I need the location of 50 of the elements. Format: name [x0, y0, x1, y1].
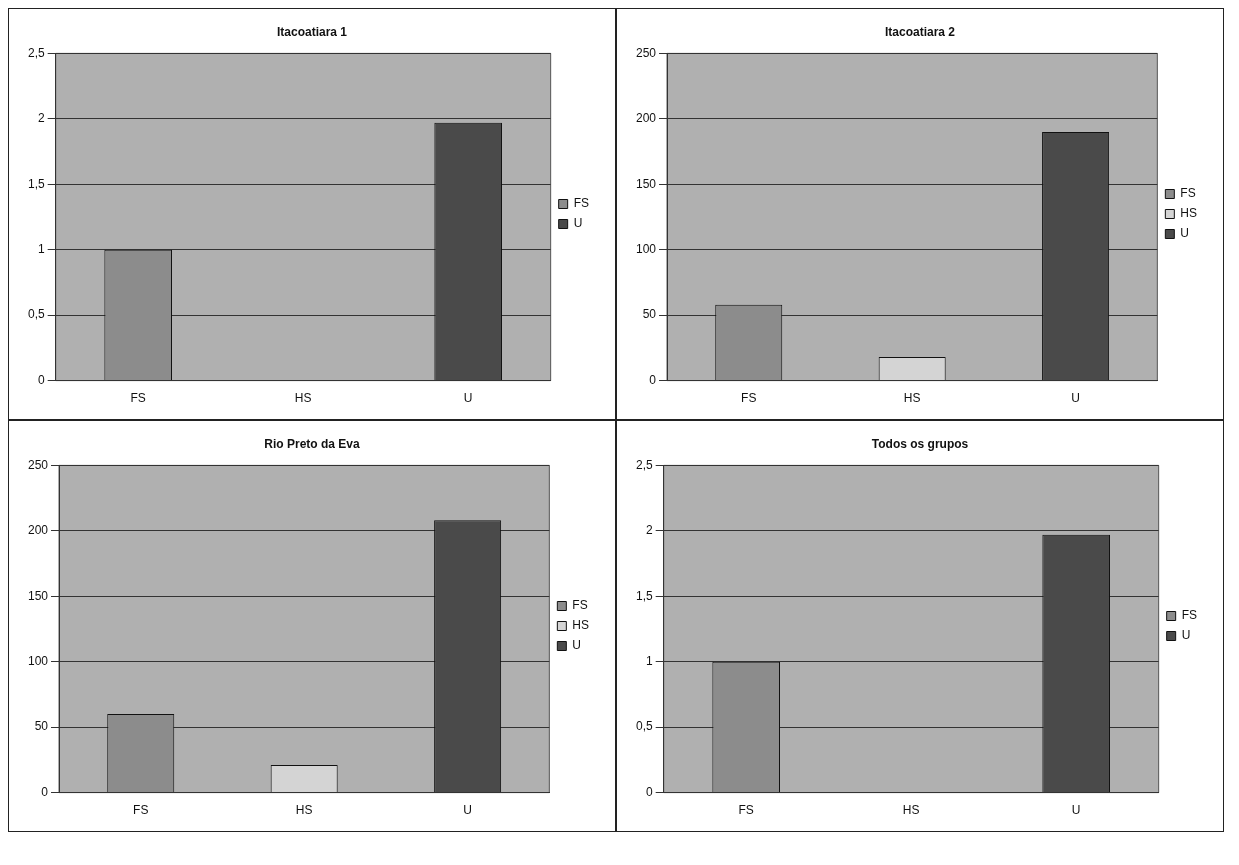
chart-title: Rio Preto da Eva: [264, 436, 360, 451]
legend-label: HS: [572, 618, 589, 633]
x-tick-label: U: [1071, 391, 1080, 406]
y-tick-label: 0,5: [27, 307, 45, 322]
legend-label: FS: [573, 196, 590, 211]
chart-title: Itacoatiara 1: [276, 24, 348, 39]
y-tick-label: 1: [37, 242, 45, 257]
y-tick-label: 150: [27, 588, 49, 603]
legend-label: U: [1180, 226, 1189, 241]
x-tick-label: U: [463, 803, 472, 818]
legend-label: FS: [1181, 608, 1198, 623]
legend-label: FS: [572, 598, 588, 613]
x-tick-label: HS: [903, 391, 921, 406]
chart-title: Todos os grupos: [871, 436, 969, 451]
y-tick-label: 250: [635, 45, 657, 60]
y-tick-label: 0: [649, 372, 657, 387]
x-tick-label: HS: [295, 803, 313, 818]
y-tick-label: 0: [41, 784, 49, 799]
x-tick-label: U: [463, 391, 473, 406]
legend-label: U: [573, 216, 583, 231]
y-tick-label: 2: [645, 523, 653, 538]
y-tick-label: 1: [645, 654, 653, 669]
x-tick-label: U: [1071, 803, 1081, 818]
y-tick-label: 250: [27, 457, 49, 472]
y-tick-label: 100: [27, 654, 49, 669]
y-tick-label: 0: [37, 372, 45, 387]
x-tick-label: HS: [902, 803, 920, 818]
y-tick-label: 100: [635, 242, 657, 257]
y-tick-label: 0: [645, 784, 653, 799]
y-tick-label: 200: [27, 523, 49, 538]
x-tick-label: FS: [130, 391, 146, 406]
x-tick-label: HS: [294, 391, 312, 406]
y-tick-label: 1,5: [27, 176, 45, 191]
y-tick-label: 50: [34, 719, 49, 734]
y-tick-label: 2,5: [635, 457, 653, 472]
y-tick-label: 50: [642, 307, 657, 322]
y-tick-label: 0,5: [635, 719, 653, 734]
chart-title: Itacoatiara 2: [884, 24, 956, 39]
legend-label: U: [1181, 628, 1191, 643]
y-tick-label: 2: [37, 111, 45, 126]
legend-label: U: [572, 638, 581, 653]
x-tick-label: FS: [741, 391, 757, 406]
legend-label: FS: [1180, 186, 1196, 201]
legend-label: HS: [1180, 206, 1197, 221]
x-tick-label: FS: [133, 803, 149, 818]
y-tick-label: 150: [635, 176, 657, 191]
y-tick-label: 2,5: [27, 45, 45, 60]
y-tick-label: 1,5: [635, 588, 653, 603]
y-tick-label: 200: [635, 111, 657, 126]
x-tick-label: FS: [738, 803, 754, 818]
